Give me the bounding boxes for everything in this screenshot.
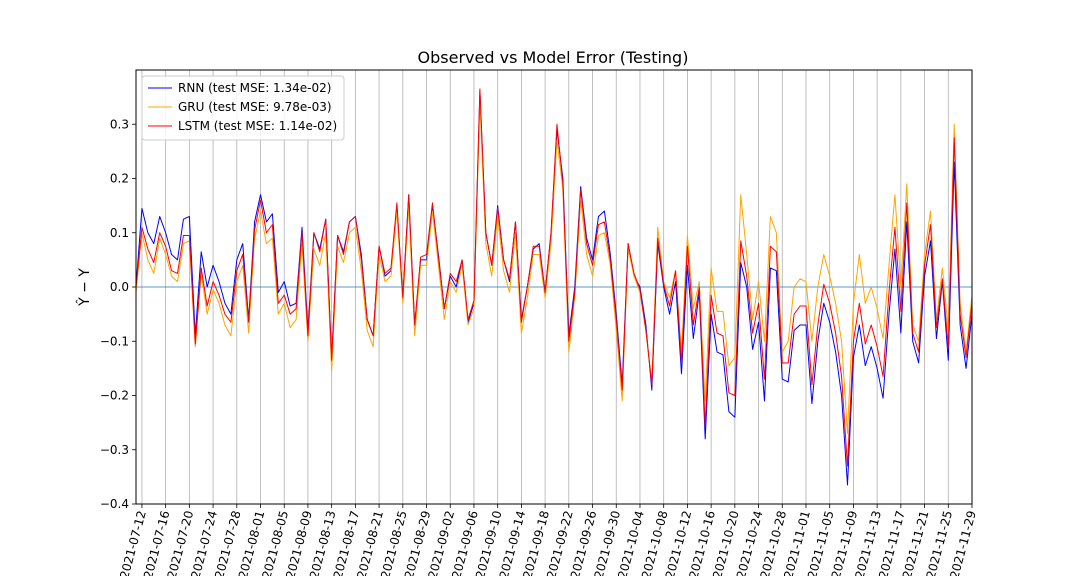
chart-title: Observed vs Model Error (Testing) [418, 48, 689, 67]
legend-box [141, 75, 345, 141]
y-tick-label: 0.2 [110, 172, 129, 186]
y-tick-label: 0.0 [110, 280, 129, 294]
gru-legend-label: GRU (test MSE: 9.78e-03) [178, 100, 332, 114]
legend: RNN (test MSE: 1.34e-02) GRU (test MSE: 9… [141, 75, 345, 141]
lstm-legend-label: LSTM (test MSE: 1.14e-02) [178, 119, 337, 133]
y-tick-label: 0.1 [110, 226, 129, 240]
y-tick-label: −0.4 [100, 497, 129, 511]
y-axis-ticks: −0.4 −0.3 −0.2 −0.1 0.0 0.1 0.2 0.3 [100, 117, 136, 511]
rnn-legend-label: RNN (test MSE: 1.34e-02) [178, 81, 331, 95]
gru-series-line [135, 102, 973, 434]
y-axis-label: Ŷ − Y [75, 268, 93, 307]
y-tick-label: 0.3 [110, 117, 129, 131]
series-lines [135, 88, 973, 486]
lstm-series-line [135, 88, 973, 467]
y-tick-label: −0.1 [100, 334, 129, 348]
y-tick-label: −0.2 [100, 389, 129, 403]
y-tick-label: −0.3 [100, 443, 129, 457]
